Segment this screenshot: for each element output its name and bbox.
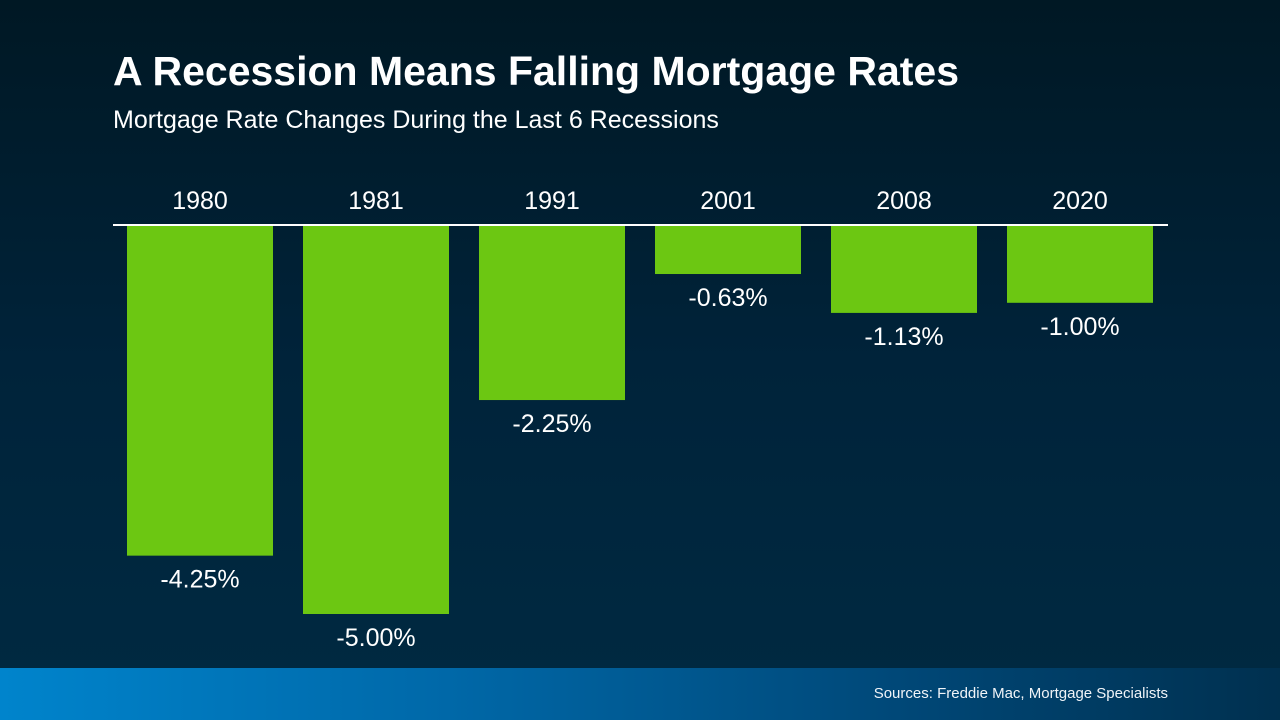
- category-label: 2008: [876, 187, 932, 215]
- bar-2001: [655, 225, 801, 275]
- bar-1981: [303, 225, 449, 614]
- category-label: 1991: [524, 187, 580, 215]
- data-label: -1.00%: [1040, 313, 1119, 341]
- bar-2008: [831, 225, 977, 313]
- category-label: 1981: [348, 187, 404, 215]
- data-label: -0.63%: [688, 284, 767, 312]
- bar-2020: [1007, 225, 1153, 303]
- category-label: 1980: [172, 187, 228, 215]
- chart-title: A Recession Means Falling Mortgage Rates: [113, 48, 960, 94]
- category-label: 2020: [1052, 187, 1108, 215]
- data-label: -4.25%: [160, 566, 239, 594]
- footer-band: Sources: Freddie Mac, Mortgage Specialis…: [0, 668, 1280, 720]
- data-label: -1.13%: [864, 323, 943, 351]
- data-label: -5.00%: [336, 624, 415, 652]
- bar-1980: [127, 225, 273, 556]
- bar-chart: 1980 -4.25% 1981 -5.00% 1991 -2.25% 2001 -0.63%…: [127, 187, 1153, 652]
- bar-1991: [479, 225, 625, 401]
- data-label: -2.25%: [512, 410, 591, 438]
- chart-subtitle: Mortgage Rate Changes During the Last 6 …: [113, 106, 719, 134]
- source-note: Sources: Freddie Mac, Mortgage Specialis…: [873, 685, 1168, 702]
- category-label: 2001: [700, 187, 756, 215]
